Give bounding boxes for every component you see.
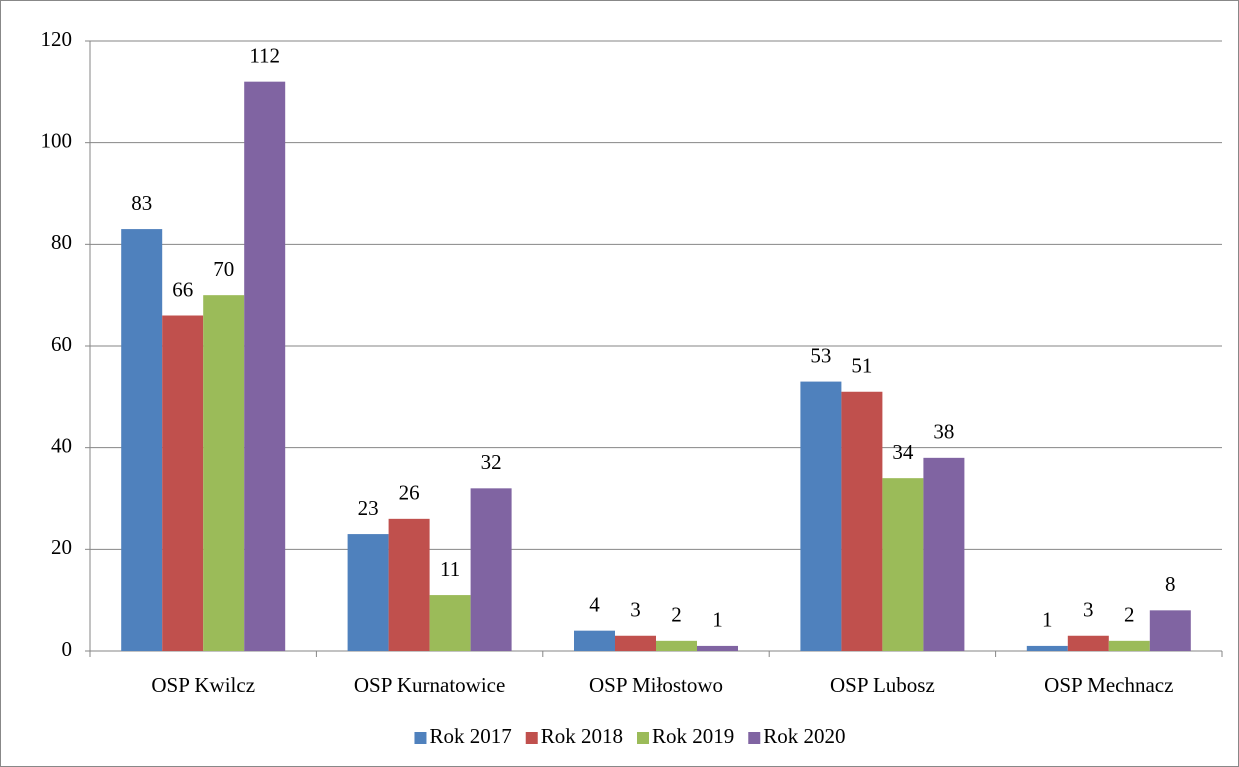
data-label: 53: [810, 343, 831, 367]
x-tick-label: OSP Kwilcz: [151, 673, 255, 697]
data-label: 2: [1124, 603, 1135, 627]
data-label: 1: [712, 608, 723, 632]
bar: [162, 315, 204, 651]
data-label: 3: [1083, 598, 1094, 622]
data-label: 34: [892, 440, 914, 464]
bar: [615, 635, 656, 651]
y-tick-label: 80: [51, 230, 72, 254]
data-label: 38: [933, 420, 954, 444]
legend-label: Rok 2018: [541, 724, 623, 748]
data-label: 2: [671, 603, 682, 627]
y-tick-label: 60: [51, 332, 72, 356]
bar: [470, 488, 512, 651]
y-tick-label: 120: [41, 27, 73, 51]
data-label: 66: [172, 277, 193, 301]
y-tick-label: 40: [51, 433, 72, 457]
bar: [1026, 645, 1068, 651]
data-label: 8: [1165, 572, 1176, 596]
bar: [1108, 640, 1150, 651]
bar: [574, 630, 615, 651]
data-label: 4: [589, 592, 600, 616]
legend-swatch: [414, 732, 427, 744]
bar: [347, 534, 389, 651]
x-tick-label: OSP Lubosz: [830, 673, 935, 697]
data-label: 51: [851, 354, 872, 378]
legend-label: Rok 2019: [652, 724, 734, 748]
data-label: 112: [249, 43, 280, 67]
data-label: 83: [131, 191, 152, 215]
bar: [656, 640, 697, 651]
bar: [923, 457, 965, 651]
data-label: 70: [213, 257, 234, 281]
x-tick-label: OSP Miłostowo: [589, 673, 723, 697]
y-tick-label: 20: [51, 535, 72, 559]
bar: [388, 518, 430, 651]
y-tick-label: 100: [41, 128, 73, 152]
data-label: 3: [630, 598, 641, 622]
data-label: 32: [481, 450, 502, 474]
data-label: 1: [1042, 608, 1053, 632]
bar: [203, 295, 245, 651]
x-tick-label: OSP Kurnatowice: [354, 673, 505, 697]
legend-swatch: [525, 732, 538, 744]
bar: [882, 478, 924, 651]
legend-label: Rok 2017: [429, 724, 511, 748]
bar: [800, 381, 842, 651]
x-tick-label: OSP Mechnacz: [1044, 673, 1173, 697]
data-label: 11: [440, 557, 460, 581]
bar: [841, 391, 883, 651]
legend-swatch: [637, 732, 649, 744]
bar: [1149, 610, 1191, 651]
y-tick-label: 0: [62, 637, 73, 661]
legend-label: Rok 2020: [763, 724, 845, 748]
bar: [429, 595, 471, 651]
legend-swatch: [748, 732, 761, 744]
data-label: 23: [358, 496, 379, 520]
bar: [121, 229, 163, 652]
data-label: 26: [399, 481, 420, 505]
bar: [244, 81, 286, 651]
bar: [697, 645, 738, 651]
bar: [1067, 635, 1109, 651]
